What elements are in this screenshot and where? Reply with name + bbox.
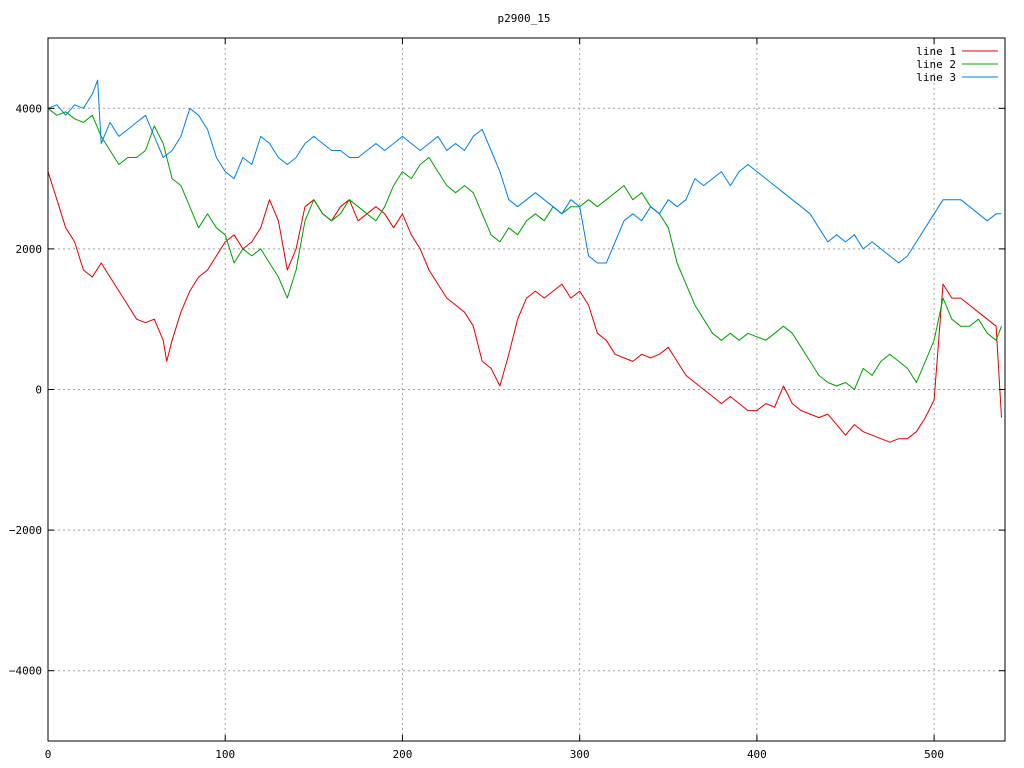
series-line-3: [47, 79, 1002, 264]
chart-title: p2900_15: [498, 12, 551, 25]
axis-ticks: 0 100 200 300 400 500 −4000 −2000 0 2000 4000: [9, 38, 1005, 761]
series-lines: [47, 79, 1002, 443]
y-tick-label: −4000: [9, 665, 42, 678]
y-tick-label: −2000: [9, 524, 42, 537]
y-tick-label: 4000: [16, 102, 43, 115]
x-tick-label: 100: [215, 748, 235, 761]
x-tick-label: 200: [393, 748, 413, 761]
grid-lines: [48, 38, 1005, 741]
legend-label-1: line 1: [916, 45, 956, 58]
y-tick-label: 2000: [16, 243, 43, 256]
series-line-2: [47, 107, 1002, 390]
x-tick-label: 300: [570, 748, 590, 761]
x-tick-label: 500: [924, 748, 944, 761]
series-line-1: [47, 171, 1002, 443]
legend-label-2: line 2: [916, 58, 956, 71]
y-tick-label: 0: [35, 384, 42, 397]
x-tick-label: 0: [45, 748, 52, 761]
x-tick-label: 400: [747, 748, 767, 761]
legend-label-3: line 3: [916, 71, 956, 84]
